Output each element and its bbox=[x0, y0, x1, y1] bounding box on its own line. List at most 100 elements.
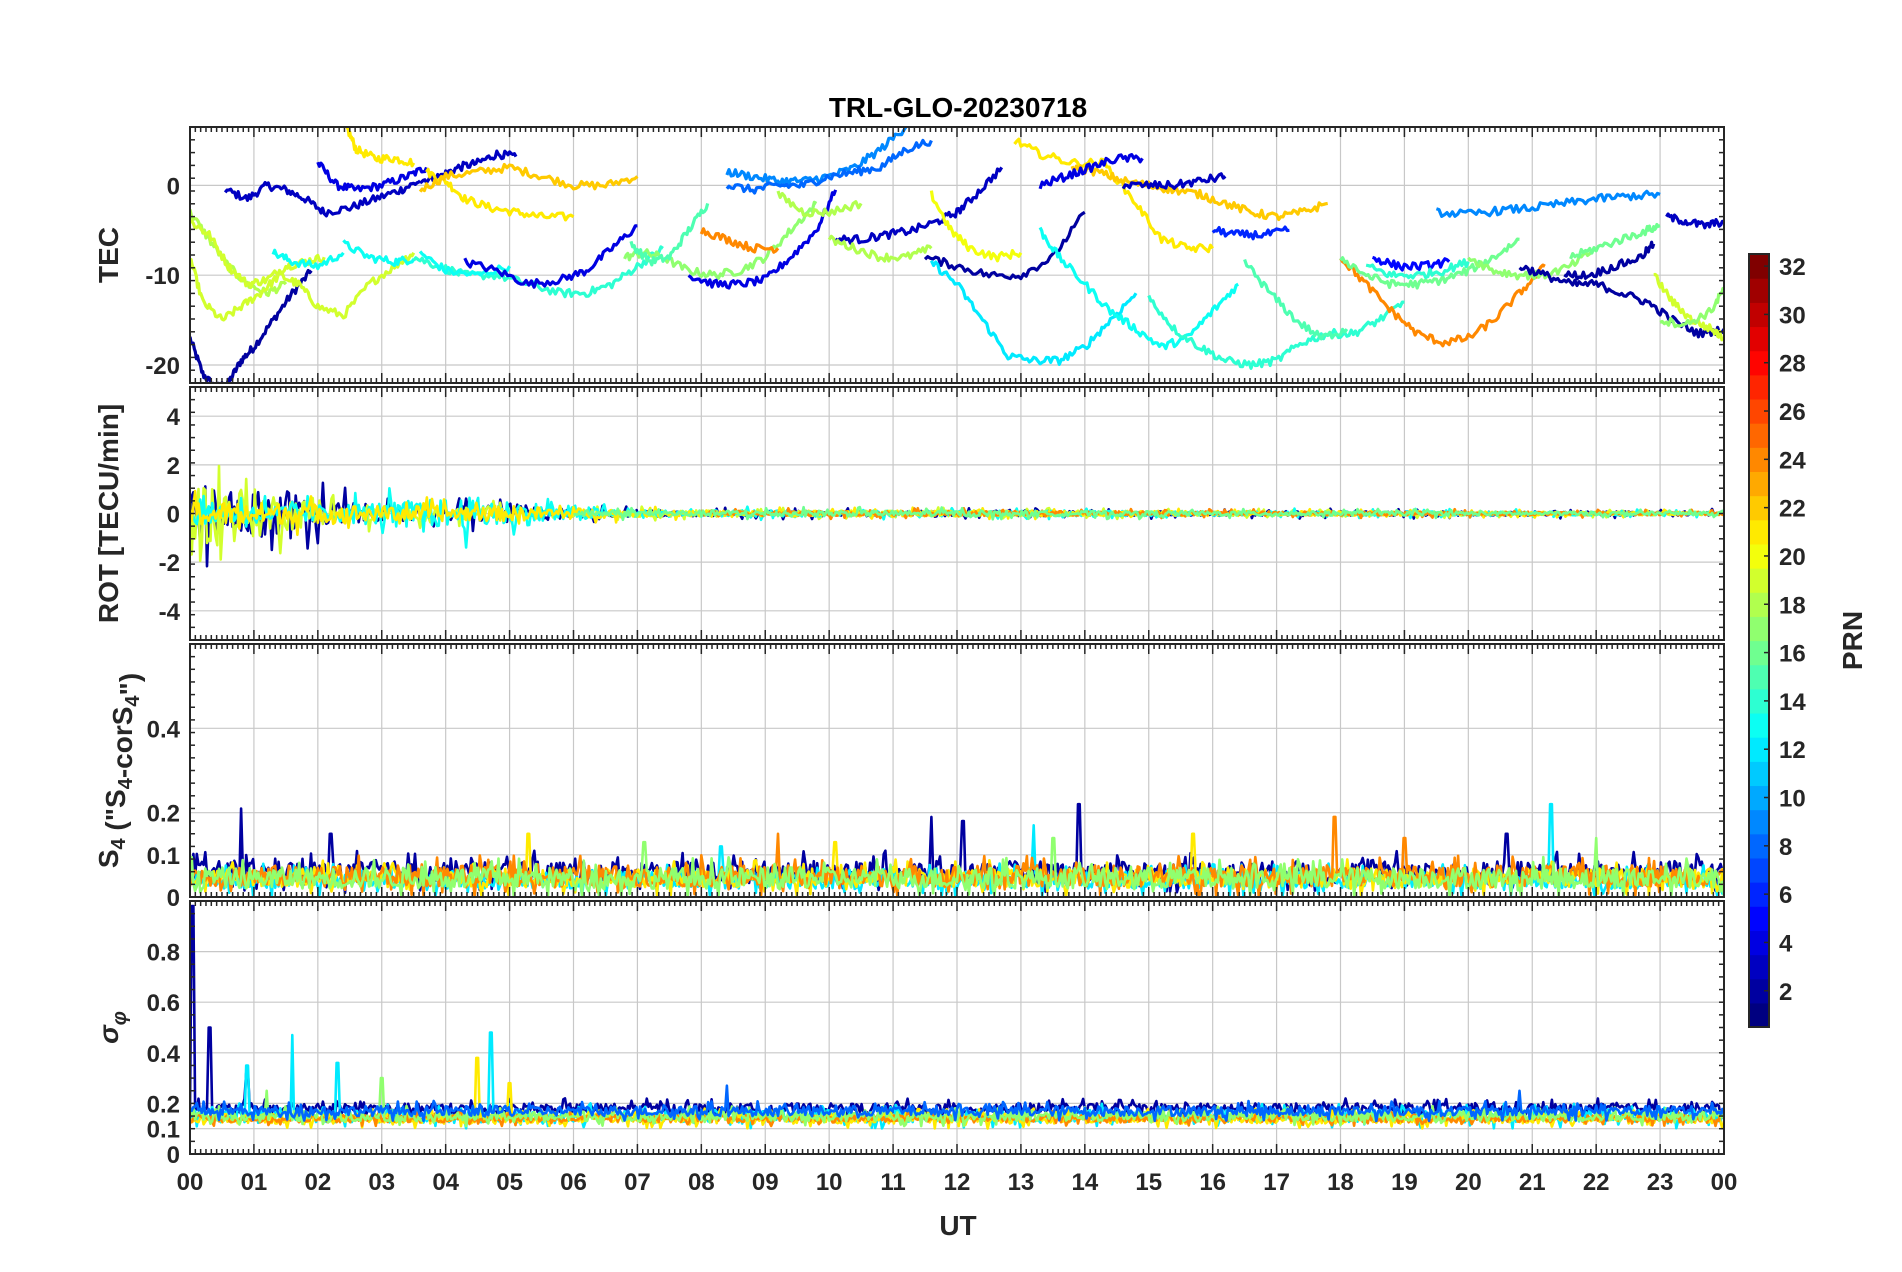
series-prn-14 bbox=[1365, 258, 1470, 280]
colorbar-tick-label: 16 bbox=[1779, 641, 1806, 668]
colorbar-band bbox=[1749, 737, 1769, 762]
panel-rot: 4 2 0 -2 -4 ROT [TECU/min] bbox=[93, 386, 1725, 641]
data-rot bbox=[190, 464, 1724, 568]
x-tick-label: 01 bbox=[241, 1169, 268, 1196]
colorbar-band bbox=[1749, 882, 1769, 907]
x-tick-label: 00 bbox=[177, 1169, 204, 1196]
series-prn-22 bbox=[418, 162, 639, 193]
series-prn-13 bbox=[342, 239, 416, 268]
x-tick-label: 17 bbox=[1263, 1169, 1290, 1196]
colorbar-tick-label: 8 bbox=[1779, 834, 1792, 861]
data-sigma_phi bbox=[190, 904, 1724, 1130]
series-prn-12 bbox=[929, 260, 1138, 366]
series-prn-13 bbox=[418, 250, 511, 277]
colorbar-band bbox=[1749, 592, 1769, 617]
axes-box-tec bbox=[189, 126, 1725, 384]
x-tick-label: 20 bbox=[1455, 1169, 1482, 1196]
series-prn-22 bbox=[1070, 164, 1328, 222]
x-tick-label: 05 bbox=[496, 1169, 523, 1196]
colorbar-box bbox=[1748, 253, 1770, 1028]
colorbar-label: PRN bbox=[1837, 611, 1868, 670]
y-tick-label: 0.6 bbox=[147, 990, 180, 1017]
series-prn-24 bbox=[699, 227, 780, 254]
x-tick-label: 06 bbox=[560, 1169, 587, 1196]
series-prn-4 bbox=[687, 189, 838, 290]
colorbar-tick-label: 4 bbox=[1779, 930, 1793, 957]
colorbar-band bbox=[1749, 423, 1769, 448]
colorbar-band bbox=[1749, 906, 1769, 931]
colorbar-band bbox=[1749, 978, 1769, 1004]
x-tick-label: 16 bbox=[1199, 1169, 1226, 1196]
series-prn-13 bbox=[1038, 226, 1239, 351]
colorbar-tick-label: 30 bbox=[1779, 302, 1806, 329]
y-tick-label: 0.1 bbox=[147, 843, 180, 870]
x-tick-label: 14 bbox=[1071, 1169, 1098, 1196]
y-axis-label-sigma_phi: σφ bbox=[93, 1011, 131, 1044]
colorbar-tick-label: 32 bbox=[1779, 254, 1806, 281]
series-prn-4 bbox=[316, 161, 428, 193]
y-axis-label-tec: TEC bbox=[93, 227, 124, 283]
colorbar-band bbox=[1749, 833, 1769, 859]
y-tick-label: -2 bbox=[159, 550, 180, 577]
x-tick-label: 02 bbox=[304, 1169, 331, 1196]
colorbar-band bbox=[1749, 761, 1769, 787]
series-prn-17 bbox=[1659, 286, 1724, 329]
x-tick-label: 13 bbox=[1008, 1169, 1035, 1196]
series-prn-24 bbox=[1339, 257, 1546, 348]
y-tick-label: 0 bbox=[167, 173, 180, 200]
series-prn-15 bbox=[629, 202, 710, 267]
series-prn-8 bbox=[725, 138, 933, 195]
series-prn-2 bbox=[1563, 240, 1656, 281]
x-tick-label: 07 bbox=[624, 1169, 651, 1196]
x-tick-label: 22 bbox=[1583, 1169, 1610, 1196]
series-prn-21 bbox=[345, 127, 416, 168]
series-prn-18 bbox=[190, 209, 288, 298]
colorbar-band bbox=[1749, 640, 1769, 666]
x-tick-label: 11 bbox=[880, 1169, 905, 1196]
colorbar-band bbox=[1749, 254, 1769, 279]
colorbar-tick-label: 6 bbox=[1779, 882, 1792, 909]
y-tick-label: 0 bbox=[167, 1142, 180, 1169]
x-tick-label: 21 bbox=[1519, 1169, 1546, 1196]
series-prn-9 bbox=[725, 127, 908, 187]
colorbar-tick-label: 10 bbox=[1779, 786, 1806, 813]
colorbar-tick-label: 18 bbox=[1779, 592, 1806, 619]
x-tick-label: 19 bbox=[1391, 1169, 1418, 1196]
x-tick-label: 08 bbox=[688, 1169, 715, 1196]
colorbar-tick-label: 20 bbox=[1779, 544, 1806, 571]
x-tick-label: 10 bbox=[816, 1169, 843, 1196]
y-tick-label: 0 bbox=[167, 502, 180, 529]
colorbar-tick-label: 24 bbox=[1779, 447, 1806, 474]
panel-sigma_phi: 0.8 0.6 0.4 0.20.10 σφ 00 01 02 03 04 05 06 07 08 09 10… bbox=[93, 900, 1738, 1196]
series-prn-3 bbox=[834, 166, 1004, 245]
series-prn-16 bbox=[573, 505, 1724, 522]
series-prn-19 bbox=[190, 252, 416, 322]
colorbar-band bbox=[1749, 568, 1769, 593]
y-tick-label: 0.2 bbox=[147, 1091, 180, 1118]
colorbar-tick-label: 26 bbox=[1779, 399, 1806, 426]
y-tick-label: 0.4 bbox=[147, 1041, 181, 1068]
colorbar-band bbox=[1749, 447, 1769, 473]
panel-s4: 0.4 0.2 0.1 0 S4 ("S4-corS4") bbox=[93, 643, 1725, 912]
series-prn-4 bbox=[463, 224, 638, 289]
colorbar-band bbox=[1749, 350, 1769, 376]
y-tick-label: 0.8 bbox=[147, 940, 180, 967]
panel-tec: 0 -10 -20 TEC bbox=[93, 126, 1725, 384]
colorbar-band bbox=[1749, 930, 1769, 956]
colorbar-band bbox=[1749, 712, 1769, 738]
x-tick-label: 12 bbox=[944, 1169, 971, 1196]
x-tick-label: 04 bbox=[432, 1169, 459, 1196]
x-tick-label: 15 bbox=[1135, 1169, 1162, 1196]
colorbar-tick-label: 14 bbox=[1779, 689, 1806, 716]
colorbar-band bbox=[1749, 302, 1769, 328]
x-tick-label: 00 bbox=[1711, 1169, 1738, 1196]
series-prn-15 bbox=[1243, 258, 1349, 341]
x-tick-label: 18 bbox=[1327, 1169, 1354, 1196]
colorbar-band bbox=[1749, 543, 1769, 569]
y-tick-label: -20 bbox=[145, 353, 180, 380]
x-tick-label: 09 bbox=[752, 1169, 779, 1196]
series-prn-14 bbox=[412, 245, 664, 299]
y-tick-label: -4 bbox=[159, 599, 181, 626]
colorbar-band bbox=[1749, 616, 1769, 642]
